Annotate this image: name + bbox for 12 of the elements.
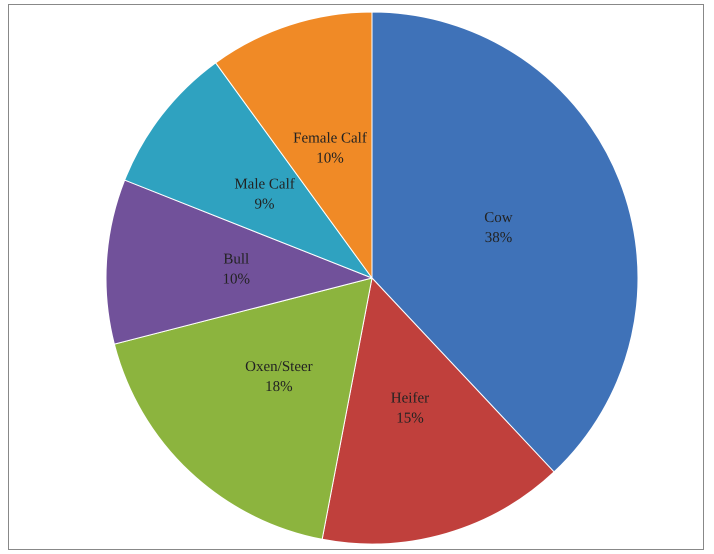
data-label: 10% [222, 271, 250, 288]
slice-label: Cow [484, 210, 513, 226]
data-label: 18% [265, 379, 293, 396]
slice-label: Oxen/Steer [245, 359, 313, 376]
slice-label: Bull [223, 251, 250, 268]
slice-label: Heifer [390, 390, 430, 407]
data-label: 10% [316, 150, 344, 167]
data-label: 15% [396, 410, 424, 427]
data-label: 9% [254, 196, 275, 213]
data-label: 38% [484, 230, 512, 246]
slice-label: Male Calf [234, 176, 295, 193]
slice-label: Female Calf [293, 130, 367, 147]
